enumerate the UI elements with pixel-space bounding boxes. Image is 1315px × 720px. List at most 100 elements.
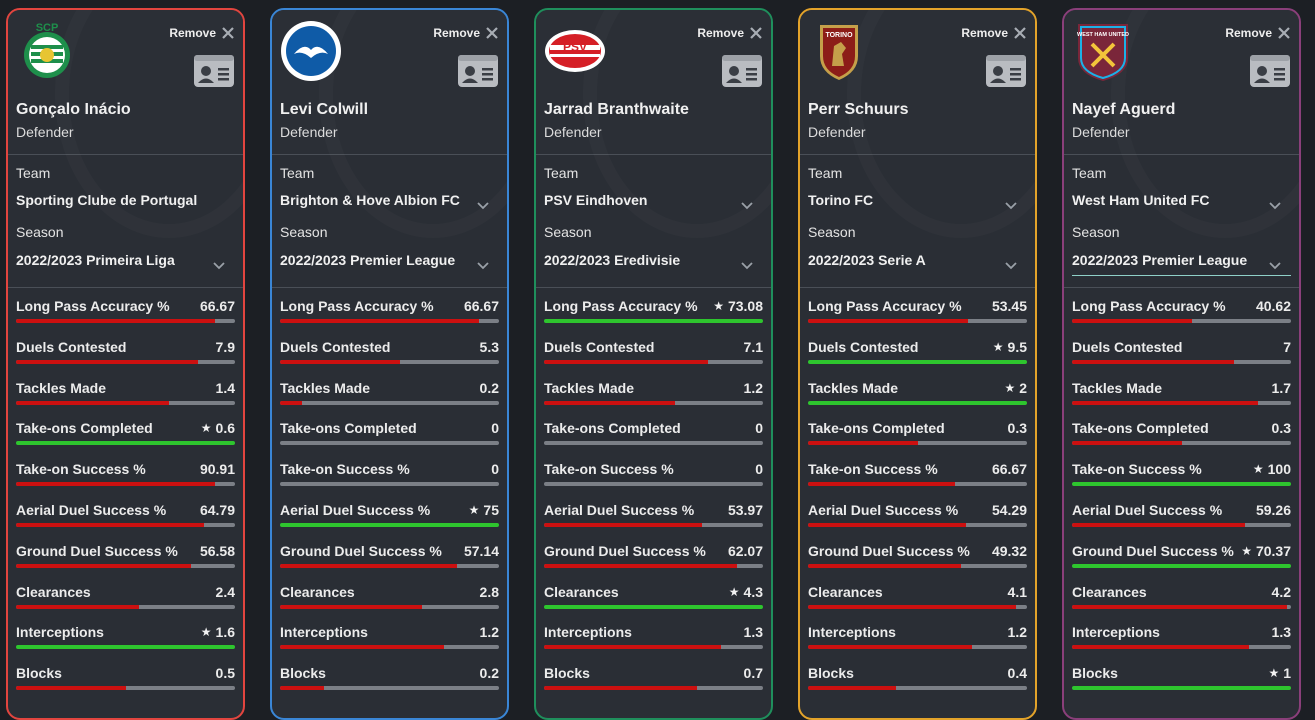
stat-value: 0.7 bbox=[744, 665, 763, 681]
chevron-down-icon[interactable] bbox=[1269, 257, 1281, 270]
chevron-down-icon[interactable] bbox=[477, 257, 489, 270]
close-icon[interactable] bbox=[1013, 26, 1027, 40]
stat-value-text: 0 bbox=[755, 461, 763, 478]
stat-value-text: 7.9 bbox=[215, 338, 235, 355]
player-position: Defender bbox=[16, 124, 74, 140]
stat-row: Clearances 2.4 bbox=[16, 578, 235, 618]
stat-bar-track bbox=[16, 482, 235, 487]
team-select[interactable]: Brighton & Hove Albion FC bbox=[280, 192, 460, 208]
team-select[interactable]: Torino FC bbox=[808, 192, 874, 208]
stat-value-text: 40.62 bbox=[1255, 298, 1291, 314]
stat-value: 0.5 bbox=[216, 665, 235, 681]
stat-name: Ground Duel Success % bbox=[280, 542, 442, 559]
stat-value-text: 1.2 bbox=[1007, 624, 1027, 641]
stat-row: Interceptions 1.3 bbox=[1072, 618, 1291, 658]
stat-bar-track bbox=[280, 359, 499, 364]
stat-value: 1.4 bbox=[216, 380, 235, 396]
card-header: Remove Levi Colwill Defender bbox=[272, 10, 507, 154]
stat-bar-track bbox=[1072, 645, 1291, 650]
stat-name: Blocks bbox=[808, 665, 854, 682]
stat-value: 0 bbox=[491, 420, 499, 436]
stat-bar-fill bbox=[1072, 686, 1291, 691]
stat-bar-track bbox=[544, 400, 763, 405]
stat-row: Blocks 0.4 bbox=[808, 659, 1027, 699]
stat-bar-track bbox=[1072, 686, 1291, 691]
stat-bar-track bbox=[280, 400, 499, 405]
team-logo-icon bbox=[280, 20, 342, 82]
stat-bar-fill bbox=[16, 441, 235, 446]
chevron-down-icon[interactable] bbox=[477, 197, 489, 210]
player-card: TORINO Remove Perr Schuurs Defender Team bbox=[798, 8, 1037, 720]
stat-name: Interceptions bbox=[1072, 624, 1160, 641]
remove-button[interactable]: Remove bbox=[169, 26, 235, 40]
chevron-down-icon[interactable] bbox=[741, 197, 753, 210]
stat-row: Tackles Made 1.2 bbox=[544, 374, 763, 414]
close-icon[interactable] bbox=[749, 26, 763, 40]
star-icon: ★ bbox=[1252, 462, 1264, 477]
stat-value-text: 53.97 bbox=[727, 502, 763, 518]
stat-value-text: 66.67 bbox=[199, 298, 235, 314]
team-select[interactable]: West Ham United FC bbox=[1072, 192, 1210, 208]
stat-bar-track bbox=[544, 482, 763, 487]
stat-value: 40.62 bbox=[1256, 298, 1291, 314]
close-icon[interactable] bbox=[1277, 26, 1291, 40]
season-select[interactable]: 2022/2023 Serie A bbox=[808, 252, 926, 268]
stat-row: Blocks 0.7 bbox=[544, 659, 763, 699]
stat-value-text: 2 bbox=[1019, 379, 1027, 396]
team-select[interactable]: PSV Eindhoven bbox=[544, 192, 648, 208]
stat-value-text: 1.2 bbox=[743, 379, 763, 396]
stat-name: Aerial Duel Success % bbox=[808, 502, 959, 518]
chevron-down-icon[interactable] bbox=[1005, 257, 1017, 270]
divider bbox=[1064, 154, 1299, 155]
stat-value-text: 0.3 bbox=[1007, 420, 1027, 437]
stat-row: Take-ons Completed 0 bbox=[544, 414, 763, 454]
stat-value: 1.3 bbox=[744, 624, 763, 640]
remove-button[interactable]: Remove bbox=[1225, 26, 1291, 40]
stat-value: 2.8 bbox=[480, 584, 499, 600]
remove-button[interactable]: Remove bbox=[433, 26, 499, 40]
stat-bar-track bbox=[544, 686, 763, 691]
selection-section: Team West Ham United FC Season 2022/2023… bbox=[1064, 155, 1299, 287]
stat-row: Clearances 2.8 bbox=[280, 578, 499, 618]
stat-bar-fill bbox=[808, 482, 955, 487]
chevron-down-icon[interactable] bbox=[741, 257, 753, 270]
stat-value: ★ 2 bbox=[1004, 380, 1027, 396]
stat-name: Duels Contested bbox=[544, 338, 655, 355]
season-select[interactable]: 2022/2023 Premier League bbox=[1072, 252, 1248, 268]
star-icon: ★ bbox=[728, 584, 740, 599]
player-name: Jarrad Branthwaite bbox=[544, 101, 689, 118]
stat-bar-track bbox=[16, 319, 235, 323]
season-label: Season bbox=[808, 224, 856, 240]
stat-row: Aerial Duel Success % 59.26 bbox=[1072, 496, 1291, 536]
id-card-icon bbox=[458, 55, 498, 87]
stat-value: 53.97 bbox=[728, 502, 763, 518]
star-icon: ★ bbox=[200, 421, 212, 436]
id-card-icon bbox=[194, 55, 234, 87]
stat-bar-track bbox=[544, 604, 763, 609]
remove-button[interactable]: Remove bbox=[697, 26, 763, 40]
stat-value: 1.2 bbox=[1008, 624, 1027, 640]
season-select[interactable]: 2022/2023 Primeira Liga bbox=[16, 252, 175, 268]
stat-value: 5.3 bbox=[480, 339, 499, 355]
stat-name: Tackles Made bbox=[1072, 379, 1163, 396]
team-select[interactable]: Sporting Clube de Portugal bbox=[16, 192, 198, 208]
remove-button[interactable]: Remove bbox=[961, 26, 1027, 40]
chevron-down-icon[interactable] bbox=[1005, 197, 1017, 210]
stat-value-text: 1.2 bbox=[479, 624, 499, 641]
stat-value: ★ 4.3 bbox=[729, 584, 763, 600]
selection-section: Team PSV Eindhoven Season 2022/2023 Ered… bbox=[536, 155, 771, 287]
chevron-down-icon[interactable] bbox=[1269, 197, 1281, 210]
season-select[interactable]: 2022/2023 Eredivisie bbox=[544, 252, 681, 268]
stat-bar-fill bbox=[1072, 482, 1291, 487]
season-select[interactable]: 2022/2023 Premier League bbox=[280, 252, 456, 268]
stat-bar-fill bbox=[16, 645, 235, 650]
card-header: SCP Remove Gonçalo Inácio Defende bbox=[8, 10, 243, 154]
close-icon[interactable] bbox=[221, 26, 235, 40]
stat-name: Tackles Made bbox=[16, 379, 107, 396]
stat-name: Interceptions bbox=[16, 624, 104, 641]
close-icon[interactable] bbox=[485, 26, 499, 40]
stat-value: 57.14 bbox=[464, 543, 499, 559]
stat-value: 66.67 bbox=[992, 461, 1027, 477]
chevron-down-icon[interactable] bbox=[213, 257, 225, 270]
stat-bar-fill bbox=[16, 400, 170, 405]
